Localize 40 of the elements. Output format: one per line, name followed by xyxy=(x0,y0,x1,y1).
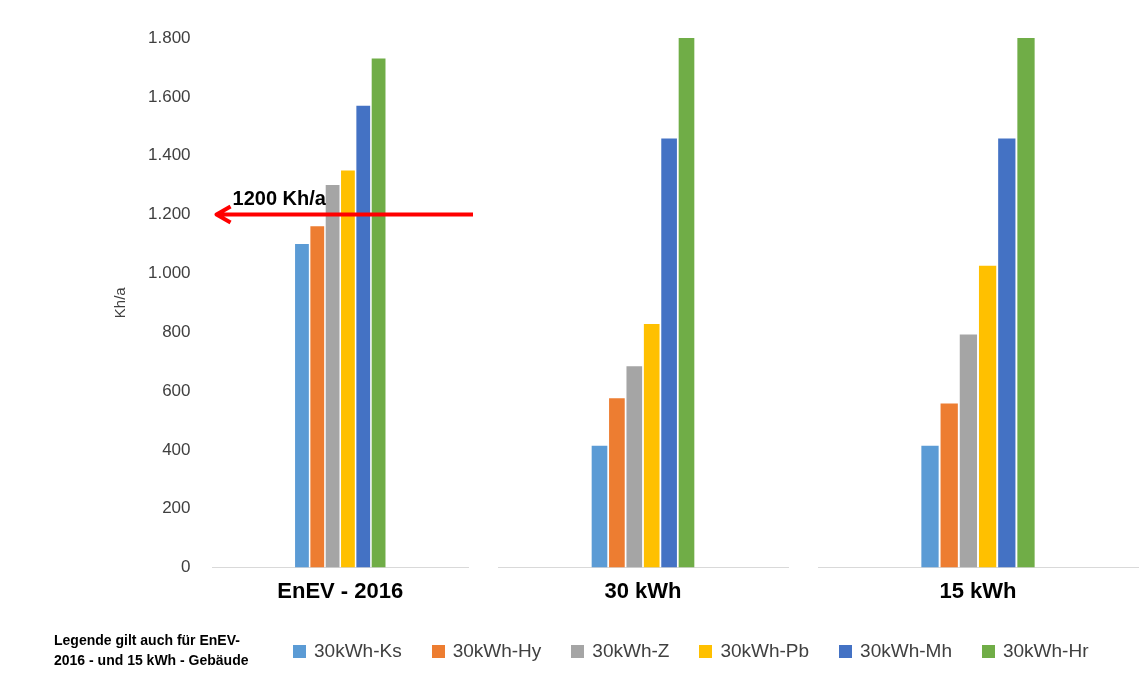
bar xyxy=(310,226,325,568)
bar xyxy=(626,366,643,568)
y-tick-label: 600 xyxy=(162,380,191,400)
legend-label: 30kWh-Hy xyxy=(452,640,542,662)
bar xyxy=(940,403,958,568)
y-tick-label: 1.600 xyxy=(147,86,191,106)
y-tick-label: 200 xyxy=(162,498,191,518)
bar xyxy=(661,138,677,568)
bar xyxy=(959,334,978,568)
y-tick-label: 0 xyxy=(181,557,191,577)
x-tick-label: 15 kWh xyxy=(939,577,1017,603)
y-tick-label: 1.800 xyxy=(147,27,191,47)
y-tick-label: 1.400 xyxy=(147,145,191,165)
bar xyxy=(978,265,997,568)
bar xyxy=(325,185,340,568)
legend-label: 30kWh-Pb xyxy=(720,640,810,662)
y-tick-label: 800 xyxy=(162,321,191,341)
bar xyxy=(643,323,660,568)
bar xyxy=(678,38,695,568)
ref-line-label: 1200 Kh/a xyxy=(232,187,327,210)
legend-label: 30kWh-Ks xyxy=(314,640,402,662)
y-tick-label: 1.000 xyxy=(147,263,191,283)
text: Legende gilt auch für EnEV- 2016 - und 15 kWh - Gebäude xyxy=(54,631,250,670)
bar xyxy=(591,445,608,568)
x-tick-label: 30 kWh xyxy=(604,577,682,603)
x-tick-label: EnEV - 2016 xyxy=(277,577,404,603)
y-tick-label: 1.200 xyxy=(147,204,191,224)
legend-label: 30kWh-Mh xyxy=(860,640,952,662)
bar xyxy=(295,243,309,568)
bar xyxy=(341,170,355,568)
bar xyxy=(609,398,625,568)
y-axis-title: Kh/a xyxy=(111,286,129,319)
bar xyxy=(371,58,386,568)
bar xyxy=(356,105,371,568)
legend-label: 30kWh-Hr xyxy=(1002,640,1089,662)
legend-label: 30kWh-Z xyxy=(592,640,670,662)
y-tick-label: 400 xyxy=(162,439,191,459)
bar xyxy=(921,445,939,568)
bar xyxy=(1017,38,1035,568)
bar xyxy=(998,138,1016,568)
